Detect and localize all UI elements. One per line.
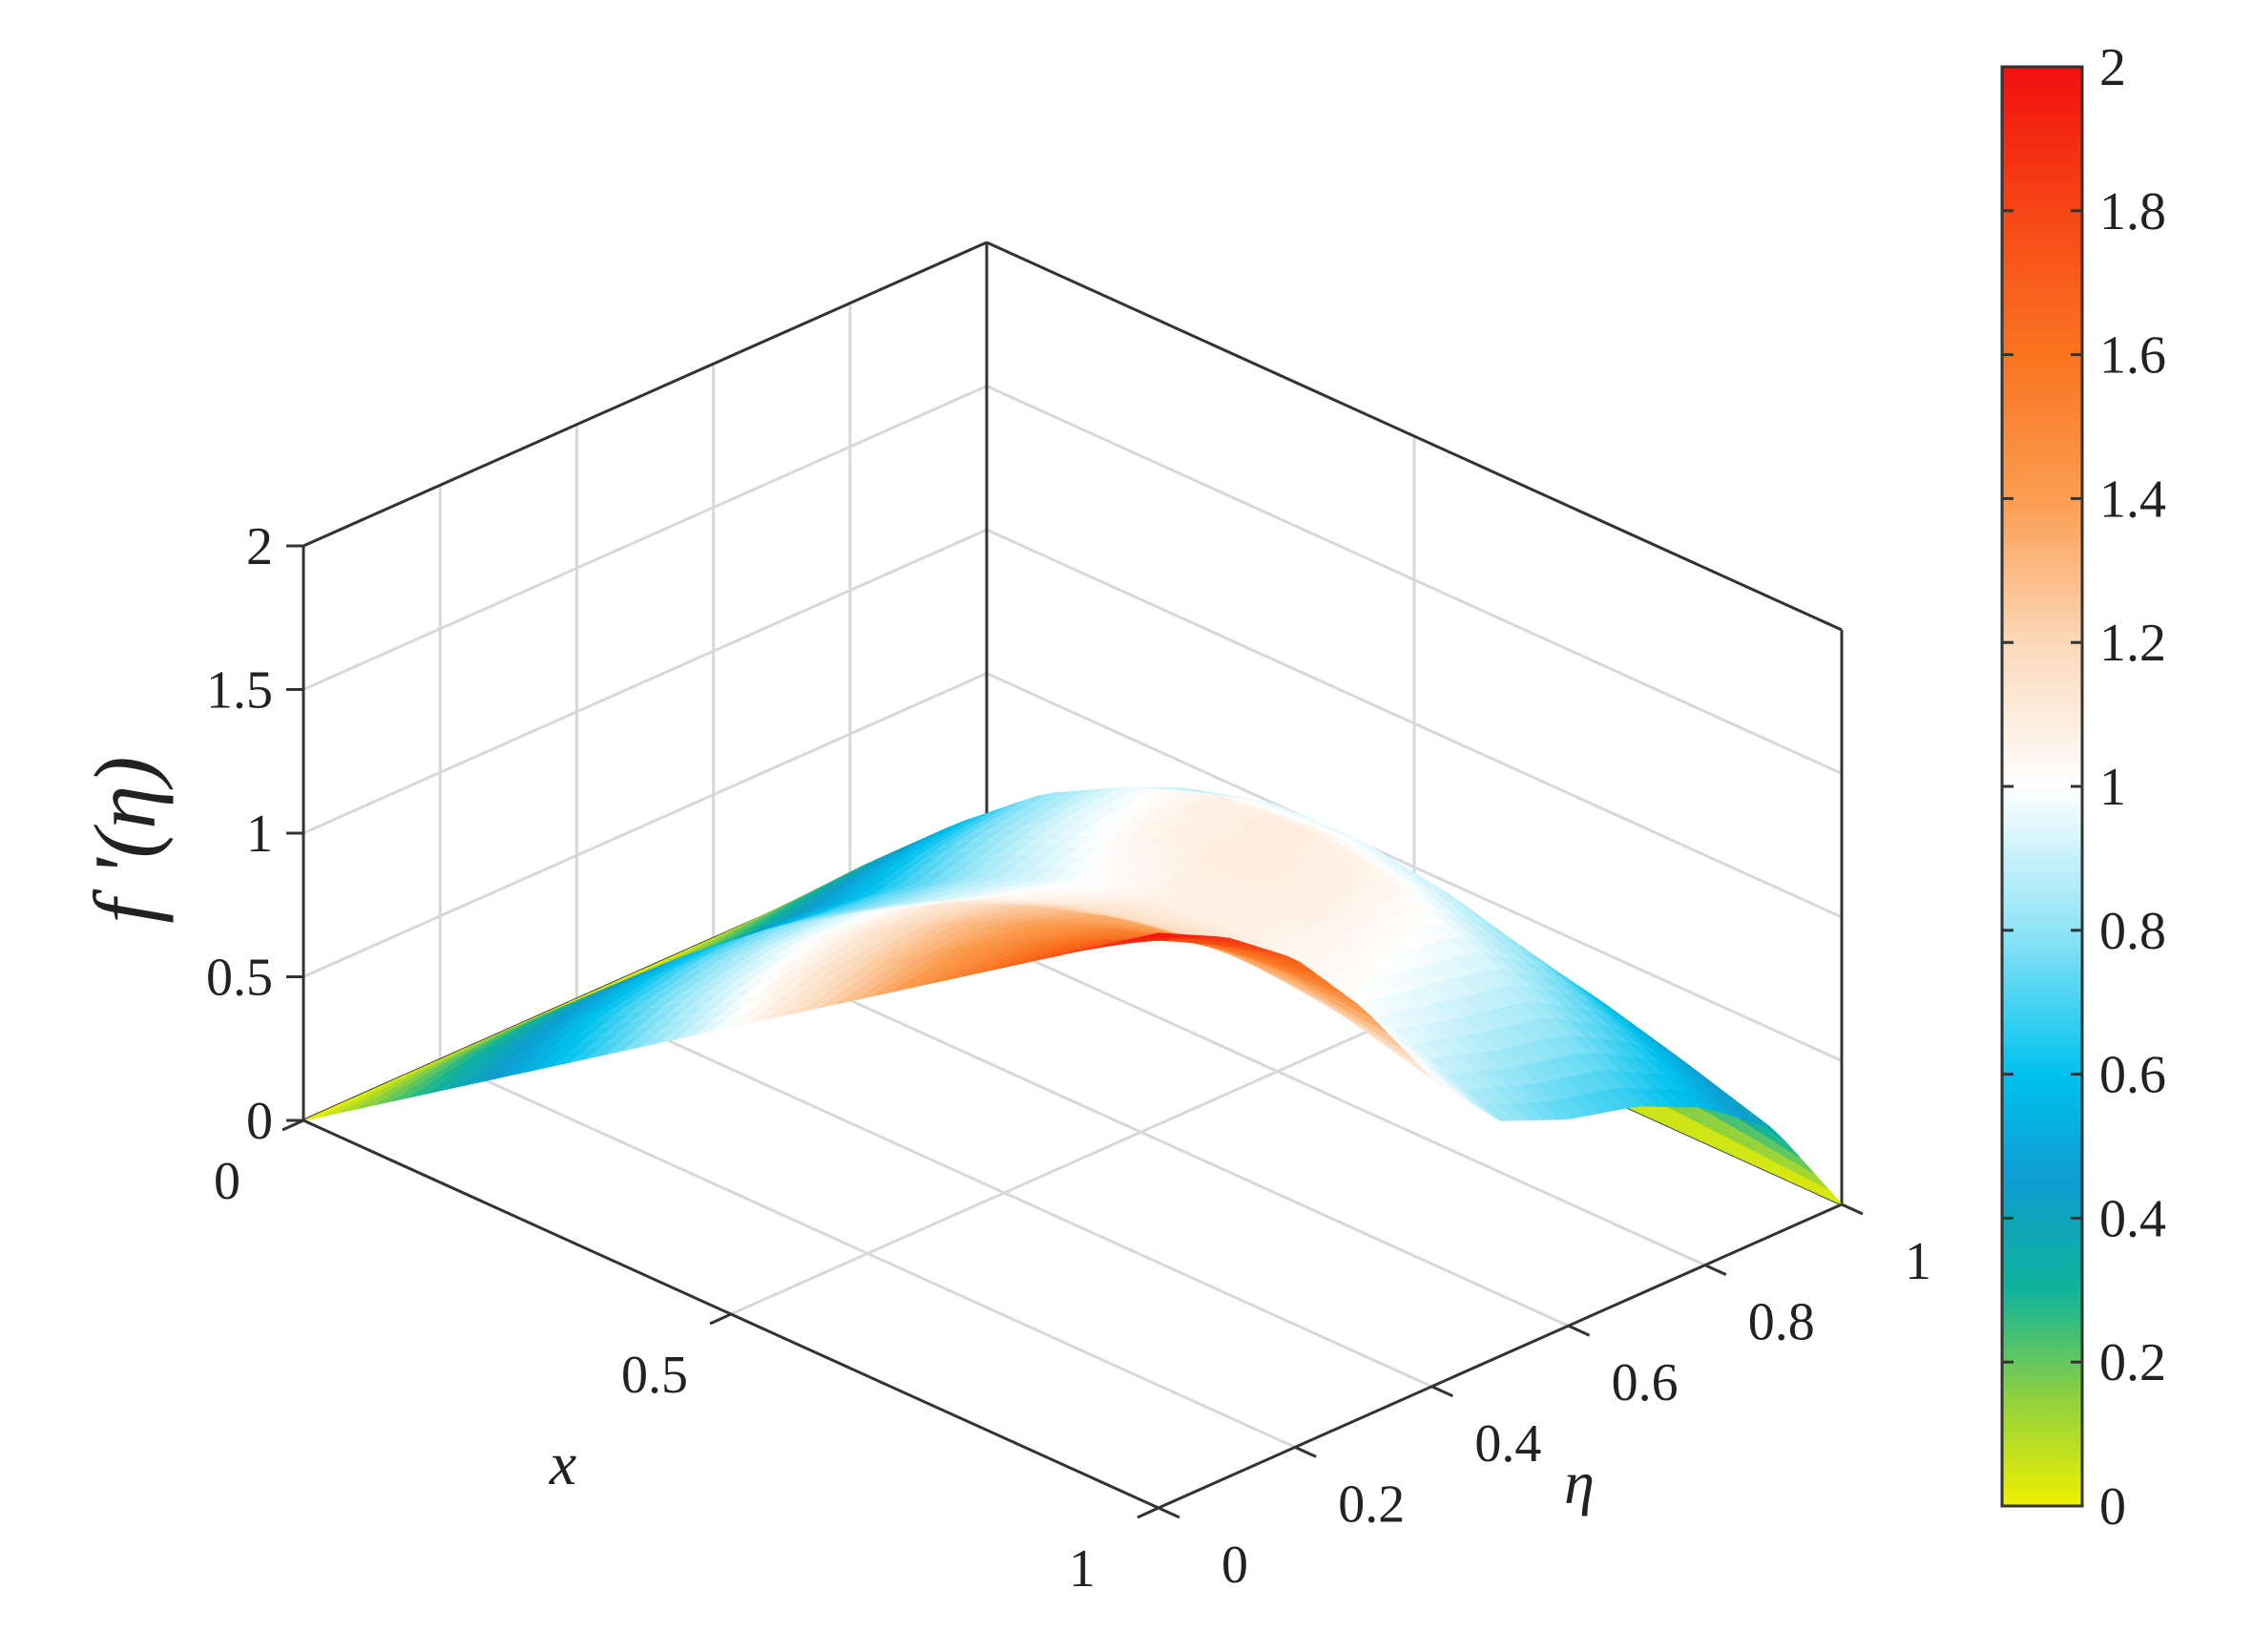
colorbar-tick-label: 1.6 <box>2099 326 2166 386</box>
axis-ticks: 0 0.5 1 0 0.2 0.4 0.6 0.8 1 0 0.5 1 1.5 2 <box>206 517 1931 1599</box>
box-edge <box>986 240 1843 632</box>
y-tick-label: 1 <box>1905 1232 1931 1291</box>
y-tick-mark <box>1841 1202 1864 1216</box>
z-tick-label: 0.5 <box>206 949 273 1008</box>
y-axis-line <box>1158 1202 1843 1510</box>
y-tick-mark <box>1430 1385 1454 1398</box>
y-tick-label: 0 <box>1221 1536 1248 1595</box>
y-tick-label: 0.4 <box>1474 1414 1541 1474</box>
y-tick-mark <box>1158 1506 1180 1519</box>
colorbar-tick-label: 1.2 <box>2099 614 2166 673</box>
y-tick-mark <box>1567 1324 1591 1337</box>
x-tick-mark <box>282 1119 304 1132</box>
colorbar-tick-label: 0.4 <box>2099 1189 2166 1248</box>
colorbar-ticks: 0 0.2 0.4 0.6 0.8 1 1.2 1.4 1.6 1.8 2 <box>2002 38 2166 1537</box>
colorbar-tick-label: 1.4 <box>2099 470 2166 529</box>
box-edge <box>302 240 988 548</box>
z-tick-label: 1.5 <box>206 661 273 721</box>
grid-line-y <box>575 997 1433 1389</box>
y-tick-label: 0.6 <box>1612 1353 1679 1412</box>
y-tick-mark <box>1294 1446 1317 1458</box>
x-axis-label: x <box>549 1430 576 1497</box>
z-tick-label: 2 <box>246 517 273 576</box>
y-tick-mark <box>1704 1264 1727 1276</box>
colorbar-tick-label: 0.6 <box>2099 1046 2166 1105</box>
surface-patch <box>302 1109 336 1121</box>
colorbar-tick-label: 2 <box>2099 38 2126 97</box>
colorbar-tick-label: 0.8 <box>2099 902 2166 961</box>
x-tick-label: 0 <box>214 1152 240 1211</box>
grid-line-y <box>439 1058 1296 1449</box>
surface-plot <box>302 786 1843 1205</box>
x-tick-label: 1 <box>1069 1539 1095 1599</box>
x-tick-label: 0.5 <box>621 1346 688 1405</box>
colorbar-tick-label: 1.8 <box>2099 182 2166 241</box>
y-tick-label: 0.2 <box>1338 1474 1405 1534</box>
colorbar <box>2000 65 2084 1508</box>
grid-line-z <box>302 240 1843 632</box>
x-tick-mark <box>1137 1506 1159 1519</box>
y-axis-label: η <box>1564 1449 1595 1516</box>
z-tick-label: 0 <box>246 1092 273 1151</box>
y-tick-label: 0.8 <box>1748 1293 1815 1352</box>
z-axis-label: f '(η) <box>76 756 174 923</box>
grid-line-x <box>730 1009 1415 1316</box>
colorbar-tick-label: 1 <box>2099 758 2126 817</box>
x-tick-mark <box>709 1312 732 1326</box>
surface-patch <box>1140 932 1174 938</box>
colorbar-tick-label: 0 <box>2099 1477 2126 1537</box>
z-tick-label: 1 <box>246 805 273 864</box>
grid-line-y <box>712 936 1570 1328</box>
colorbar-tick-label: 0.2 <box>2099 1333 2166 1392</box>
